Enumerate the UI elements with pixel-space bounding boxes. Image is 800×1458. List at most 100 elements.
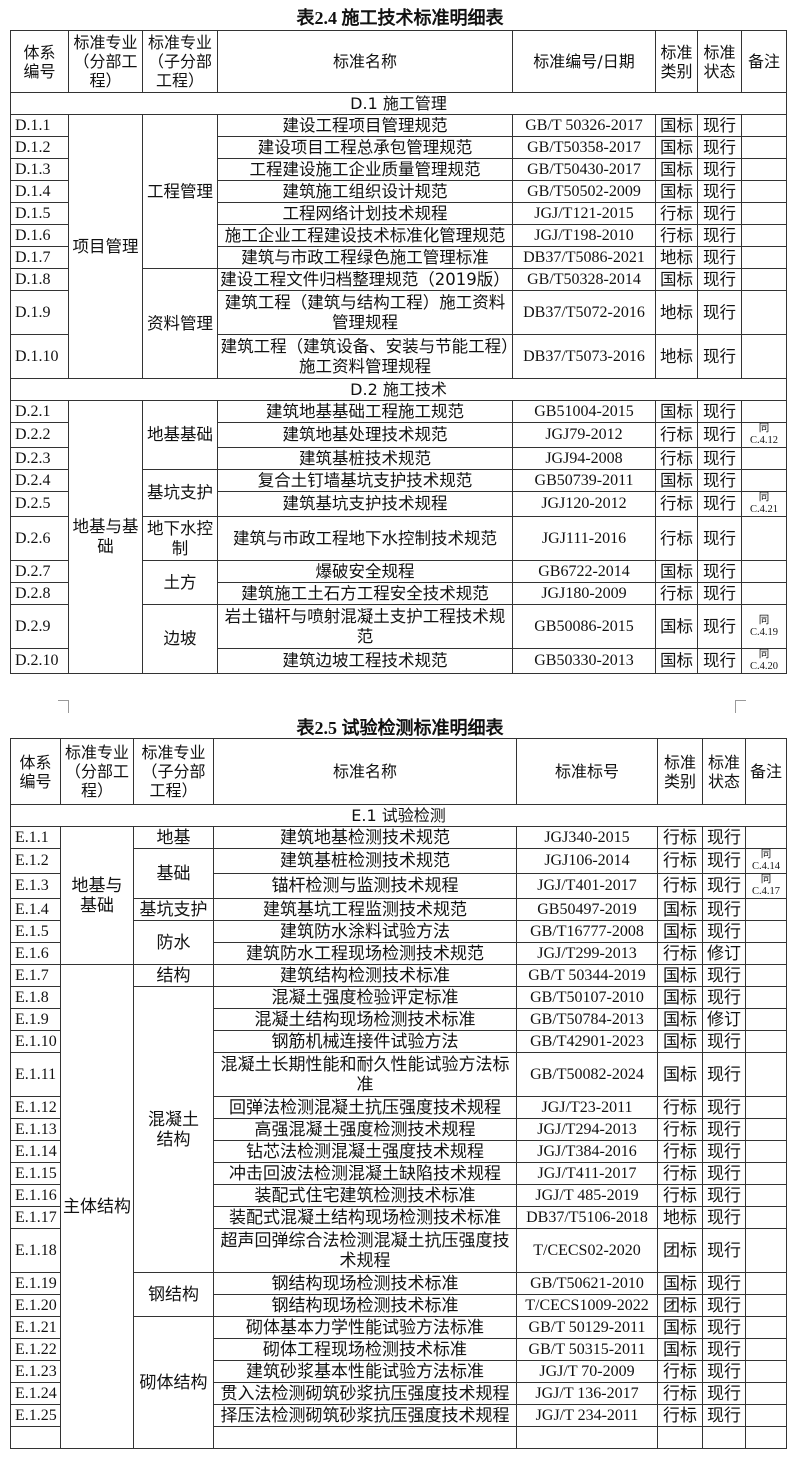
standard-type: 行标: [657, 1140, 703, 1163]
standard-name: 建筑基桩技术规范: [217, 447, 513, 470]
standard-number: JGJ340-2015: [516, 826, 658, 849]
standard-name: 建设工程文件归档整理规范（2019版）: [217, 268, 513, 291]
standard-status: 现行: [697, 400, 742, 423]
standard-type: 国标: [655, 158, 698, 181]
remark-cell: [741, 400, 787, 423]
standard-name: 砌体工程现场检测技术标准: [213, 1338, 517, 1361]
standard-status: 现行: [702, 848, 746, 874]
row-code: E.1.14: [10, 1140, 61, 1163]
standard-status: 现行: [702, 1184, 746, 1207]
row-code: E.1.15: [10, 1162, 61, 1185]
standard-type: 国标: [657, 986, 703, 1009]
remark-cell: [745, 1030, 787, 1053]
standard-type: 团标: [657, 1294, 703, 1317]
standard-name: 建筑结构检测技术标准: [213, 964, 517, 987]
standard-status: 现行: [697, 604, 742, 649]
row-code: D.1.2: [10, 136, 69, 159]
row-code: E.1.12: [10, 1096, 61, 1119]
standard-status: 现行: [697, 158, 742, 181]
remark-cell: [741, 582, 787, 605]
remark-cell: [745, 964, 787, 987]
remark-cell: 同 C.4.12: [741, 422, 787, 448]
standard-status: 现行: [697, 224, 742, 247]
standard-name: 建筑与市政工程地下水控制技术规范: [217, 516, 513, 561]
standard-type: 国标: [655, 648, 698, 674]
standard-name: 装配式混凝土结构现场检测技术标准: [213, 1206, 517, 1229]
standard-type: 行标: [655, 516, 698, 561]
remark-cell: [741, 246, 787, 269]
standard-number: JGJ/T198-2010: [512, 224, 656, 247]
standard-type: 国标: [655, 604, 698, 649]
remark-cell: [745, 1096, 787, 1119]
standard-name: 岩土锚杆与喷射混凝土支护工程技术规范: [217, 604, 513, 649]
remark-cell: [745, 986, 787, 1009]
table-row: D.1.6 施工企业工程建设技术标准化管理规范 JGJ/T198-2010 行标 现行: [10, 224, 787, 247]
remark-cell: [745, 1294, 787, 1317]
standard-type: 行标: [655, 582, 698, 605]
row-code: E.1.8: [10, 986, 61, 1009]
table-row: D.1.2 建设项目工程总承包管理规范 GB/T50358-2017 国标 现行: [10, 136, 787, 159]
standard-number: DB37/T5106-2018: [516, 1206, 658, 1229]
header-number: 标准编号/日期: [512, 30, 656, 93]
standard-number: GB/T50082-2024: [516, 1052, 658, 1097]
standard-status: 现行: [702, 1360, 746, 1383]
standard-name: 钢结构现场检测技术标准: [213, 1294, 517, 1317]
standard-name: 建筑砂浆基本性能试验方法标准: [213, 1360, 517, 1383]
standard-name: 施工企业工程建设技术标准化管理规范: [217, 224, 513, 247]
table-row: E.1.1 地基与 基础 地基 建筑地基检测技术规范 JGJ340-2015 行标 现行: [10, 826, 787, 965]
row-code: D.1.10: [10, 334, 69, 379]
standard-status: 现行: [702, 873, 746, 899]
row-code: D.1.6: [10, 224, 69, 247]
construction-standards-table: 体系 编号 标准专业 （分部工 程） 标准专业 （子分部 工程） 标准名称 标准编号/日…: [10, 30, 787, 674]
header-subdivision: 标准专业 （子分部 工程）: [133, 738, 214, 805]
standard-number: GB/T50430-2017: [512, 158, 656, 181]
standard-number: GB51004-2015: [512, 400, 656, 423]
standard-number: GB/T42901-2023: [516, 1030, 658, 1053]
standard-number: GB/T 50326-2017: [512, 114, 656, 137]
row-code: D.1.5: [10, 202, 69, 225]
remark-cell: [745, 1206, 787, 1229]
row-code: D.2.1: [10, 400, 69, 423]
standard-number: JGJ79-2012: [512, 422, 656, 448]
division-cell: 项目管理: [68, 114, 143, 379]
subdivision-cell: 砌体结构: [133, 1316, 214, 1449]
header-type: 标准 类别: [655, 30, 698, 93]
standard-number: JGJ/T411-2017: [516, 1162, 658, 1185]
remark-cell: [745, 1382, 787, 1405]
standard-type: 国标: [657, 964, 703, 987]
row-code: E.1.2: [10, 848, 61, 874]
division-cell: 地基与基础: [68, 400, 143, 674]
standard-status: 现行: [702, 1030, 746, 1053]
standard-status: 现行: [702, 920, 746, 943]
standard-type: 行标: [657, 826, 703, 849]
remark-cell: [745, 1316, 787, 1339]
standard-status: 现行: [697, 114, 742, 137]
standard-status: 现行: [702, 1206, 746, 1229]
standard-name: 钢筋机械连接件试验方法: [213, 1030, 517, 1053]
standard-type: 行标: [657, 942, 703, 965]
row-code: D.2.9: [10, 604, 69, 649]
row-code: E.1.16: [10, 1184, 61, 1207]
row-code: D.1.9: [10, 290, 69, 335]
table-row: E.1.11 混凝土长期性能和耐久性能试验方法标 准 GB/T50082-2024 国…: [10, 1052, 787, 1097]
standard-type: 国标: [655, 268, 698, 291]
standard-name: 混凝土结构现场检测技术标准: [213, 1008, 517, 1031]
standard-name: 建筑地基处理技术规范: [217, 422, 513, 448]
remark-cell: [745, 1140, 787, 1163]
standard-status: 修订: [702, 1008, 746, 1031]
standard-name: 建筑基坑工程监测技术规范: [213, 898, 517, 921]
remark-cell: [745, 1228, 787, 1273]
subdivision-cell: 基础: [133, 848, 214, 899]
header-code: 体系 编号: [10, 738, 61, 805]
table-row: D.1.1 项目管理 工程管理 建设工程项目管理规范 GB/T 50326-2017 国标…: [10, 114, 787, 379]
standard-number: JGJ/T121-2015: [512, 202, 656, 225]
row-code: D.1.3: [10, 158, 69, 181]
standard-status: 现行: [702, 1404, 746, 1427]
row-code: D.1.7: [10, 246, 69, 269]
standard-type: 地标: [655, 334, 698, 379]
standard-number: GB/T50328-2014: [512, 268, 656, 291]
standard-number: DB37/T5073-2016: [512, 334, 656, 379]
remark-cell: [741, 202, 787, 225]
subdivision-cell: 地下水控制: [142, 516, 218, 561]
standard-status: 现行: [702, 1118, 746, 1141]
